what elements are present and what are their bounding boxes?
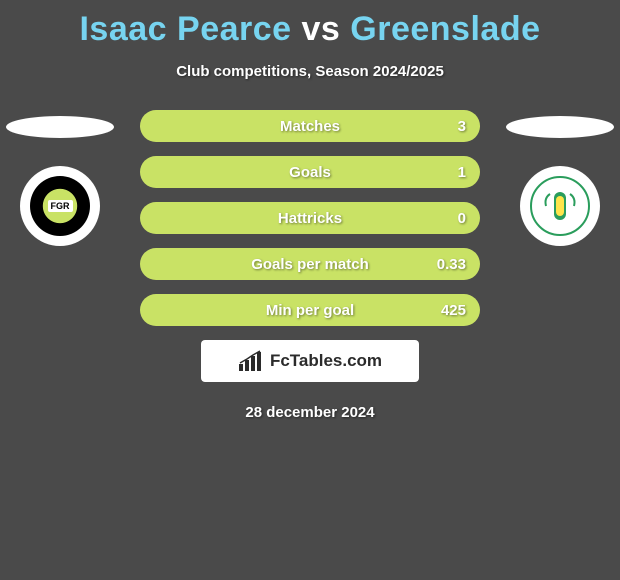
stat-label: Min per goal <box>266 302 354 319</box>
main-content: Matches 3 Goals 1 Hattricks 0 Goals per … <box>0 110 620 421</box>
player2-name: Greenslade <box>350 10 540 48</box>
stats-container: Matches 3 Goals 1 Hattricks 0 Goals per … <box>140 110 480 326</box>
stat-value: 0 <box>458 210 466 227</box>
stat-value: 425 <box>441 302 466 319</box>
vs-text: vs <box>302 10 341 48</box>
fctables-logo: FcTables.com <box>201 340 419 382</box>
yeovil-crest-icon <box>540 186 580 226</box>
stat-value: 1 <box>458 164 466 181</box>
player1-name: Isaac Pearce <box>79 10 291 48</box>
stat-label: Matches <box>280 118 340 135</box>
stat-label: Goals <box>289 164 331 181</box>
stat-row-goals: Goals 1 <box>140 156 480 188</box>
team-badge-left <box>20 166 100 246</box>
team-badge-right <box>520 166 600 246</box>
comparison-title: Isaac Pearce vs Greenslade <box>0 0 620 49</box>
logo-text: FcTables.com <box>270 351 382 371</box>
stat-row-min-per-goal: Min per goal 425 <box>140 294 480 326</box>
yeovil-town-crest <box>530 176 590 236</box>
stat-row-goals-per-match: Goals per match 0.33 <box>140 248 480 280</box>
stat-value: 3 <box>458 118 466 135</box>
bar-chart-icon <box>238 350 264 372</box>
subtitle: Club competitions, Season 2024/2025 <box>0 63 620 80</box>
date-text: 28 december 2024 <box>0 404 620 421</box>
forest-green-rovers-crest <box>30 176 90 236</box>
left-oval-shadow <box>6 116 114 138</box>
stat-row-hattricks: Hattricks 0 <box>140 202 480 234</box>
stat-label: Hattricks <box>278 210 342 227</box>
stat-row-matches: Matches 3 <box>140 110 480 142</box>
right-oval-shadow <box>506 116 614 138</box>
stat-label: Goals per match <box>251 256 369 273</box>
stat-value: 0.33 <box>437 256 466 273</box>
